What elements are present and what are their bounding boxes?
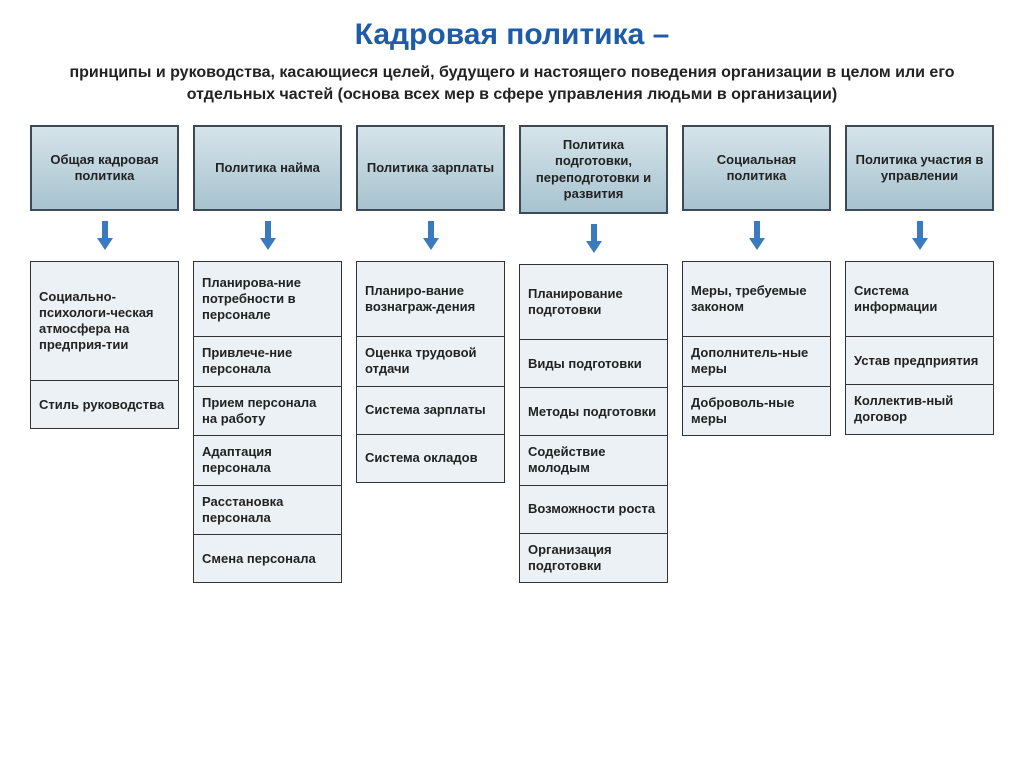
column-items: Планиро-вание вознаграж-денияОценка труд… xyxy=(356,261,505,483)
column: Социальная политика Меры, требуемые закон… xyxy=(682,125,831,583)
item-box: Методы подготовки xyxy=(519,388,668,436)
column-header: Политика зарплаты xyxy=(356,125,505,211)
item-box: Социально-психологи-ческая атмосфера на … xyxy=(30,261,179,381)
item-box: Коллектив-ный договор xyxy=(845,385,994,435)
arrow-down-icon xyxy=(193,221,342,251)
item-box: Планирова-ние потребности в персонале xyxy=(193,261,342,337)
arrow-down-icon xyxy=(30,221,179,251)
column-header: Политика участия в управлении xyxy=(845,125,994,211)
item-box: Устав предприятия xyxy=(845,337,994,385)
item-box: Доброволь-ные меры xyxy=(682,387,831,437)
item-box: Система зарплаты xyxy=(356,387,505,435)
column: Общая кадровая политика Социально-психоло… xyxy=(30,125,179,583)
arrow-down-icon xyxy=(519,224,668,254)
item-box: Система окладов xyxy=(356,435,505,483)
column-items: Планирование подготовкиВиды подготовкиМе… xyxy=(519,264,668,583)
columns-container: Общая кадровая политика Социально-психоло… xyxy=(30,125,994,583)
item-box: Содействие молодым xyxy=(519,436,668,486)
arrow-down-icon xyxy=(682,221,831,251)
item-box: Смена персонала xyxy=(193,535,342,583)
column: Политика зарплаты Планиро-вание вознаграж… xyxy=(356,125,505,583)
item-box: Возможности роста xyxy=(519,486,668,534)
arrow-down-icon xyxy=(356,221,505,251)
item-box: Оценка трудовой отдачи xyxy=(356,337,505,387)
item-box: Стиль руководства xyxy=(30,381,179,429)
column-header: Политика найма xyxy=(193,125,342,211)
page-subtitle: принципы и руководства, касающиеся целей… xyxy=(50,62,974,105)
item-box: Организация подготовки xyxy=(519,534,668,584)
column: Политика найма Планирова-ние потребности … xyxy=(193,125,342,583)
item-box: Планиро-вание вознаграж-дения xyxy=(356,261,505,337)
item-box: Прием персонала на работу xyxy=(193,387,342,437)
column-items: Социально-психологи-ческая атмосфера на … xyxy=(30,261,179,429)
arrow-down-icon xyxy=(845,221,994,251)
item-box: Привлече-ние персонала xyxy=(193,337,342,387)
item-box: Система информации xyxy=(845,261,994,337)
item-box: Виды подготовки xyxy=(519,340,668,388)
column-header: Политика подготовки, переподготовки и ра… xyxy=(519,125,668,214)
column-items: Система информацииУстав предприятияКолле… xyxy=(845,261,994,435)
item-box: Меры, требуемые законом xyxy=(682,261,831,337)
item-box: Планирование подготовки xyxy=(519,264,668,340)
item-box: Адаптация персонала xyxy=(193,436,342,486)
column-header: Социальная политика xyxy=(682,125,831,211)
item-box: Дополнитель-ные меры xyxy=(682,337,831,387)
item-box: Расстановка персонала xyxy=(193,486,342,536)
column: Политика подготовки, переподготовки и ра… xyxy=(519,125,668,583)
column-items: Меры, требуемые закономДополнитель-ные м… xyxy=(682,261,831,436)
page-title: Кадровая политика – xyxy=(30,18,994,52)
column-items: Планирова-ние потребности в персоналеПри… xyxy=(193,261,342,583)
column-header: Общая кадровая политика xyxy=(30,125,179,211)
column: Политика участия в управлении Система инф… xyxy=(845,125,994,583)
